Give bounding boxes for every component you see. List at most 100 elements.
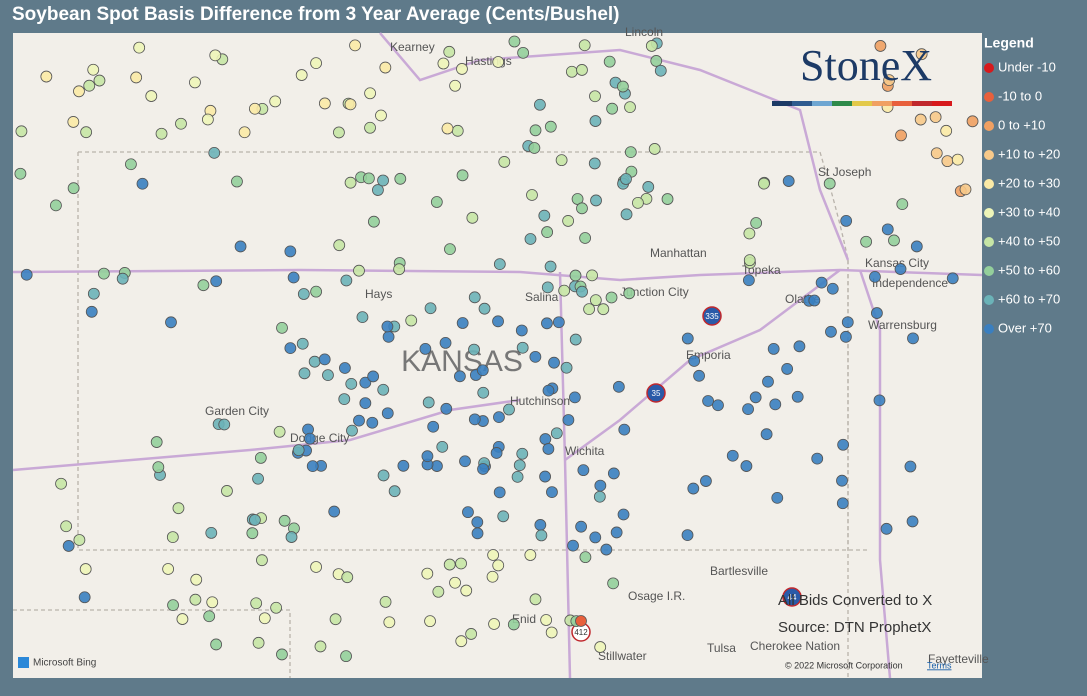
legend-swatch — [984, 150, 994, 160]
bid-dot — [444, 243, 456, 256]
bid-dot — [493, 486, 506, 499]
bid-dot — [328, 505, 341, 518]
note: All Bids Converted to X — [778, 592, 932, 609]
bid-dot — [456, 63, 468, 75]
bid-dot — [381, 320, 394, 333]
bid-dot — [67, 116, 80, 128]
bid-dot — [296, 337, 309, 350]
legend-label: 0 to +10 — [998, 117, 1045, 132]
bid-dot — [455, 557, 467, 570]
bid-dot — [880, 522, 893, 535]
legend: Legend Under -10 -10 to 0 0 to +10 +10 to +… — [984, 35, 1060, 335]
bid-dot — [471, 527, 484, 540]
bid-dot — [322, 369, 334, 382]
terms-link[interactable]: Terms — [927, 660, 952, 670]
bid-dot — [359, 376, 372, 389]
bid-dot — [578, 39, 591, 52]
bid-dot — [837, 438, 850, 451]
bid-dot — [782, 175, 795, 187]
bid-dot — [197, 279, 210, 292]
logo-stripe — [832, 101, 852, 106]
bid-dot — [687, 482, 700, 495]
bid-dot — [295, 69, 308, 81]
bid-dot — [468, 413, 481, 426]
bid-dot — [840, 215, 853, 227]
bid-dot — [576, 64, 588, 76]
bid-dot — [914, 113, 927, 126]
bid-dot — [393, 263, 406, 276]
bid-dot — [594, 641, 607, 653]
bid-dot — [85, 305, 98, 318]
bid-dot — [449, 576, 461, 589]
bid-dot — [562, 414, 575, 426]
bid-dot — [650, 55, 663, 67]
bid-dot — [513, 459, 526, 472]
logo: StoneX — [800, 41, 932, 90]
bid-dot — [456, 317, 469, 329]
legend-swatch — [984, 179, 994, 189]
bid-dot — [888, 234, 900, 247]
bid-dot — [874, 40, 887, 52]
bid-dot — [349, 39, 361, 52]
bid-dots — [14, 35, 979, 663]
bid-dot — [544, 120, 557, 133]
bid-dot — [379, 596, 392, 608]
bid-dot — [552, 316, 565, 329]
place-label: Tulsa — [707, 641, 736, 655]
bid-dot — [589, 115, 602, 127]
bid-dot — [248, 102, 261, 115]
bid-dot — [67, 182, 80, 195]
bid-dot — [366, 416, 379, 429]
bid-dot — [427, 420, 440, 433]
bid-dot — [836, 474, 848, 487]
bid-dot — [894, 263, 907, 275]
bid-dot — [405, 314, 418, 327]
bid-dot — [340, 650, 352, 663]
bid-dot — [314, 640, 327, 653]
place-label: Stillwater — [598, 649, 647, 663]
bid-dot — [700, 475, 712, 487]
bid-dot — [907, 332, 919, 345]
bid-dot — [397, 459, 410, 472]
bid-dot — [896, 198, 909, 211]
bid-dot — [477, 463, 489, 475]
bid-dot — [517, 46, 530, 59]
bid-dot — [432, 585, 445, 598]
bid-dot — [175, 117, 187, 130]
bid-dot — [333, 126, 345, 139]
bid-dot — [73, 85, 85, 98]
legend-swatch — [984, 324, 994, 334]
place-label: Kansas City — [865, 256, 929, 270]
bid-dot — [254, 452, 267, 464]
bid-dot — [507, 618, 520, 631]
bid-dot — [623, 287, 636, 300]
bid-dot — [362, 172, 375, 185]
bid-dot — [883, 74, 896, 87]
bid-dot — [567, 539, 579, 552]
bid-dot — [492, 559, 505, 572]
bid-dot — [80, 126, 93, 139]
place-label: Junction City — [620, 285, 689, 299]
bid-dot — [252, 472, 264, 485]
bid-dot — [310, 285, 323, 298]
bid-dot — [632, 196, 644, 209]
road-shield-label: 335 — [705, 312, 719, 321]
bid-dot — [743, 227, 756, 240]
bid-dot — [915, 48, 928, 61]
bid-dot — [310, 561, 322, 573]
bing-logo: Microsoft Bing — [33, 658, 96, 669]
bid-dot — [453, 370, 466, 383]
bid-dot — [702, 395, 714, 407]
bid-dot — [760, 428, 773, 441]
bid-dot — [210, 275, 223, 288]
bid-dot — [437, 57, 450, 70]
bid-dot — [152, 461, 165, 474]
road-shield-label: 412 — [574, 628, 588, 637]
bid-dot — [826, 282, 839, 295]
bid-dot — [823, 177, 836, 190]
bid-dot — [743, 254, 756, 267]
logo-stripe — [872, 101, 892, 106]
bid-dot — [661, 193, 674, 205]
bid-dot — [162, 563, 175, 575]
